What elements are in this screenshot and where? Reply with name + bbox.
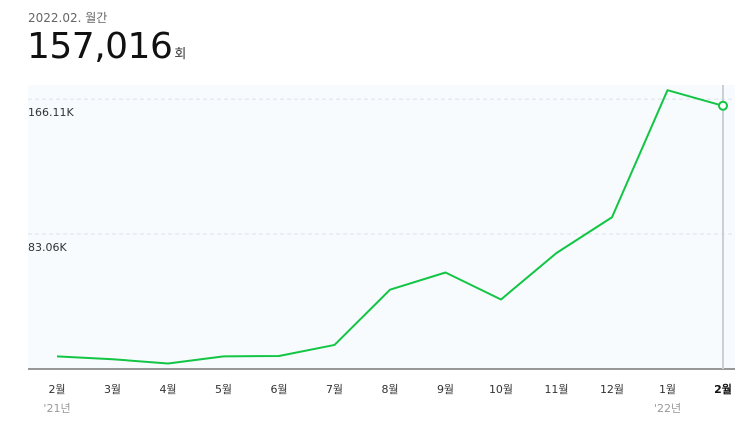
data-point[interactable] [499,297,503,301]
highlighted-data-point[interactable] [718,100,728,111]
data-point[interactable] [111,357,115,361]
data-point[interactable] [222,354,226,358]
x-tick-label[interactable]: 3월 [104,383,121,396]
data-point[interactable] [610,215,614,219]
x-tick-label[interactable]: 2월 [48,383,65,396]
total-views: 157,016 회 [27,26,186,67]
x-tick-label[interactable]: 11월 [544,383,568,396]
total-views-value: 157,016 [27,26,173,67]
x-tick-label[interactable]: 1월 [659,383,676,396]
x-tick-label[interactable]: 12월 [600,383,624,396]
data-point[interactable] [55,354,59,358]
y-tick-label: 166.11K [28,106,74,119]
x-tick-label[interactable]: 5월 [215,383,232,396]
period-label: 2022.02. 월간 [28,11,108,25]
x-tick-label[interactable]: 10월 [489,383,513,396]
y-tick-label: 83.06K [28,241,67,254]
year-label: '22년 [654,402,681,415]
total-views-unit: 회 [174,47,187,62]
plot-area [28,85,735,369]
year-label: '21년 [43,402,70,415]
x-tick-label[interactable]: 2월 [714,382,732,396]
x-tick-label[interactable]: 4월 [159,383,176,396]
data-point[interactable] [333,343,337,347]
data-point[interactable] [444,270,448,274]
data-point[interactable] [555,251,559,255]
data-point[interactable] [388,288,392,292]
x-tick-label[interactable]: 8월 [381,383,398,396]
data-point[interactable] [166,361,170,365]
x-tick-label[interactable]: 9월 [437,383,454,396]
data-point[interactable] [666,88,670,92]
x-tick-label[interactable]: 6월 [270,383,287,396]
series-line [56,89,724,365]
data-point[interactable] [277,354,281,358]
x-tick-label[interactable]: 7월 [326,383,343,396]
